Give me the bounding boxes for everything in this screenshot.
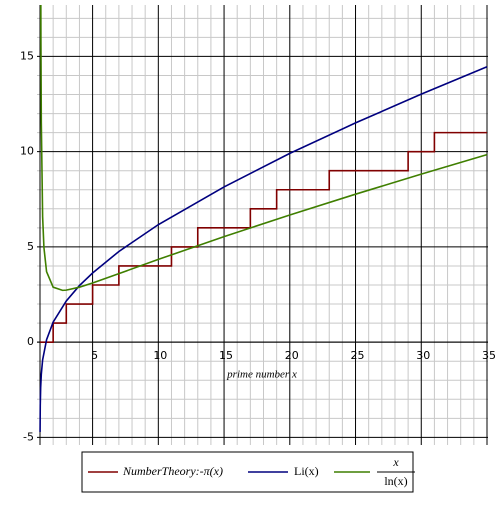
curves xyxy=(39,5,488,433)
x-tick-label: 10 xyxy=(153,349,167,362)
legend-numerator: x xyxy=(392,455,399,469)
x-axis-label: prime number x xyxy=(226,369,297,381)
series-line xyxy=(39,65,488,433)
y-tick-label: 10 xyxy=(20,145,34,158)
y-tick-label: 15 xyxy=(20,49,34,62)
x-tick-label: 35 xyxy=(482,349,496,362)
legend-denominator: ln(x) xyxy=(384,474,407,488)
axes: 5 10 15 20 25 30 35 -5 0 5 10 15 xyxy=(20,5,496,445)
x-tick-label: 30 xyxy=(416,349,430,362)
series-line xyxy=(40,131,487,343)
series-line xyxy=(40,5,488,292)
y-tick-label: 0 xyxy=(27,335,34,348)
x-tick-label: 5 xyxy=(91,349,98,362)
legend-label: Li(x) xyxy=(294,464,319,478)
y-tick-label: 5 xyxy=(27,240,34,253)
x-tick-label: 15 xyxy=(219,349,233,362)
legend: NumberTheory:-π(x) Li(x) x ln(x) xyxy=(88,455,415,488)
grid xyxy=(37,5,488,445)
legend-label: NumberTheory:-π(x) xyxy=(122,464,223,478)
x-tick-label: 20 xyxy=(285,349,299,362)
x-tick-label: 25 xyxy=(351,349,365,362)
y-tick-label: -5 xyxy=(23,430,34,443)
